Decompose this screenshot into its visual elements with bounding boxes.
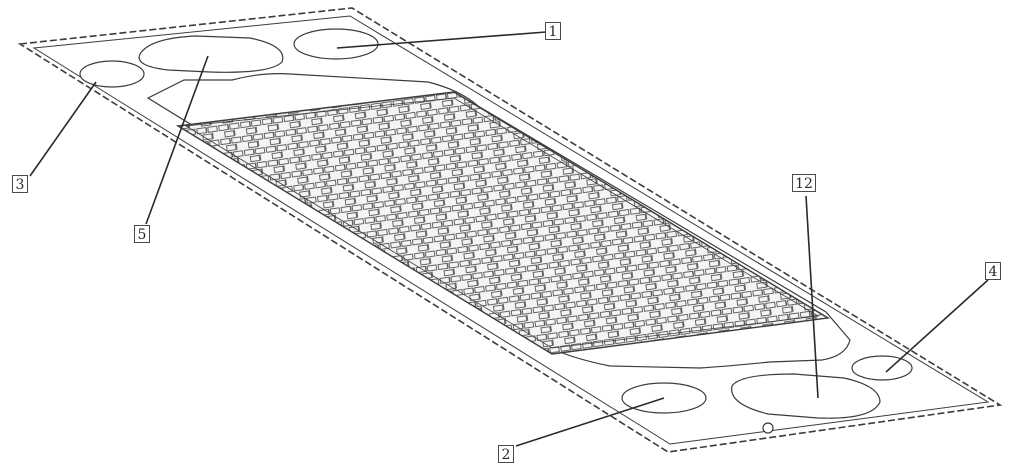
callout-label-5: 5 [134, 225, 150, 243]
port-top-right [293, 28, 379, 60]
leader-line-4 [885, 279, 989, 373]
corrugated-area [175, 91, 831, 355]
small-hole [762, 422, 774, 434]
callout-label-12: 12 [792, 174, 816, 192]
leader-line-2 [515, 397, 665, 447]
leader-line-12 [805, 195, 819, 399]
callout-label-2: 2 [498, 445, 514, 463]
callout-label-3: 3 [12, 175, 28, 193]
plate-outline [17, 7, 1003, 453]
port-top-left-small [79, 60, 145, 88]
callout-label-1: 1 [545, 22, 561, 40]
callout-label-4: 4 [985, 262, 1001, 280]
leader-line-1 [336, 31, 547, 49]
port-top-inlet-large [138, 35, 284, 73]
leader-line-5 [145, 55, 209, 225]
leader-line-3 [29, 81, 97, 177]
port-bottom-right-small [851, 355, 913, 381]
gasket-boundary [146, 73, 851, 369]
port-bottom-outlet-large [731, 373, 881, 419]
leader-lines [29, 31, 989, 447]
